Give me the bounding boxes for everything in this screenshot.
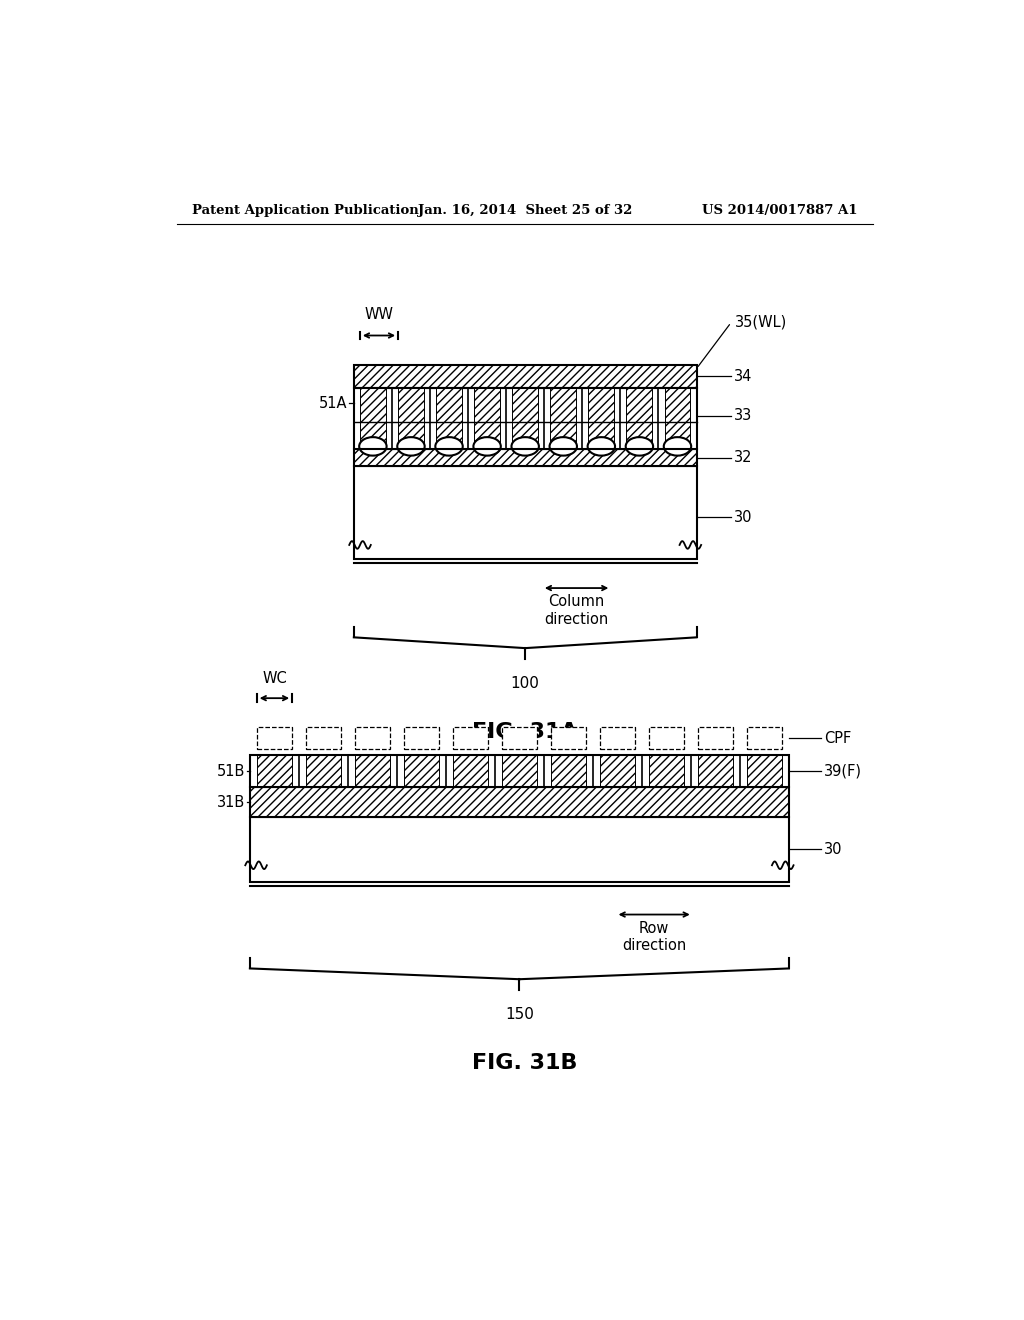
Bar [589, 388, 614, 422]
Bar [354, 755, 390, 788]
Text: 39(F): 39(F) [824, 764, 862, 779]
Bar [398, 422, 424, 449]
Text: Column
direction: Column direction [545, 594, 608, 627]
Bar [697, 727, 733, 748]
Bar [600, 727, 635, 748]
Ellipse shape [550, 437, 577, 455]
Bar [250, 788, 788, 817]
Bar [697, 755, 733, 788]
Text: 150: 150 [505, 1007, 534, 1022]
Bar [550, 388, 577, 422]
Bar [589, 422, 614, 449]
Bar [474, 388, 500, 422]
Bar [306, 727, 341, 748]
Bar [354, 388, 696, 449]
Bar [250, 817, 788, 882]
Bar [649, 727, 684, 748]
Ellipse shape [626, 437, 653, 455]
Bar [257, 727, 292, 748]
Text: CPF: CPF [824, 731, 852, 746]
Text: Row
direction: Row direction [622, 921, 686, 953]
Text: 35(WL): 35(WL) [735, 315, 787, 330]
Ellipse shape [473, 437, 501, 455]
Bar [436, 422, 462, 449]
Bar [550, 422, 577, 449]
Ellipse shape [435, 437, 463, 455]
Text: WC: WC [262, 671, 287, 686]
Bar [257, 755, 292, 788]
Text: FIG. 31B: FIG. 31B [472, 1053, 578, 1073]
Ellipse shape [664, 437, 691, 455]
Bar [627, 388, 652, 422]
Bar [360, 388, 386, 422]
Bar [360, 422, 386, 449]
Bar [512, 422, 539, 449]
Bar [474, 422, 500, 449]
Text: FIG. 31A: FIG. 31A [472, 722, 578, 742]
Bar [250, 755, 788, 788]
Bar [403, 727, 439, 748]
Bar [600, 755, 635, 788]
Ellipse shape [397, 437, 425, 455]
Bar [354, 388, 696, 449]
Bar [453, 755, 488, 788]
Bar [398, 388, 424, 422]
Text: 34: 34 [734, 368, 753, 384]
Text: Jan. 16, 2014  Sheet 25 of 32: Jan. 16, 2014 Sheet 25 of 32 [418, 205, 632, 218]
Bar [354, 466, 696, 558]
Bar [746, 755, 782, 788]
Ellipse shape [588, 437, 615, 455]
Bar [250, 755, 788, 788]
Bar [436, 388, 462, 422]
Bar [746, 727, 782, 748]
Ellipse shape [359, 437, 387, 455]
Text: 33: 33 [734, 408, 753, 424]
Text: US 2014/0017887 A1: US 2014/0017887 A1 [701, 205, 857, 218]
Bar [665, 388, 690, 422]
Bar [627, 422, 652, 449]
Bar [502, 755, 537, 788]
Bar [551, 755, 586, 788]
Text: 31B: 31B [217, 795, 246, 809]
Bar [551, 727, 586, 748]
Text: 30: 30 [824, 842, 843, 857]
Text: 32: 32 [734, 450, 753, 466]
Bar [512, 388, 539, 422]
Ellipse shape [511, 437, 539, 455]
Text: 100: 100 [511, 676, 540, 690]
Text: 30: 30 [734, 510, 753, 525]
Bar [354, 727, 390, 748]
Bar [453, 727, 488, 748]
Bar [354, 449, 696, 466]
Bar [502, 727, 537, 748]
Text: 51A: 51A [319, 396, 348, 411]
Bar [649, 755, 684, 788]
Bar [665, 422, 690, 449]
Bar [354, 364, 696, 388]
Bar [403, 755, 439, 788]
Text: Patent Application Publication: Patent Application Publication [193, 205, 419, 218]
Text: 51B: 51B [217, 764, 246, 779]
Text: WW: WW [365, 306, 393, 322]
Bar [306, 755, 341, 788]
